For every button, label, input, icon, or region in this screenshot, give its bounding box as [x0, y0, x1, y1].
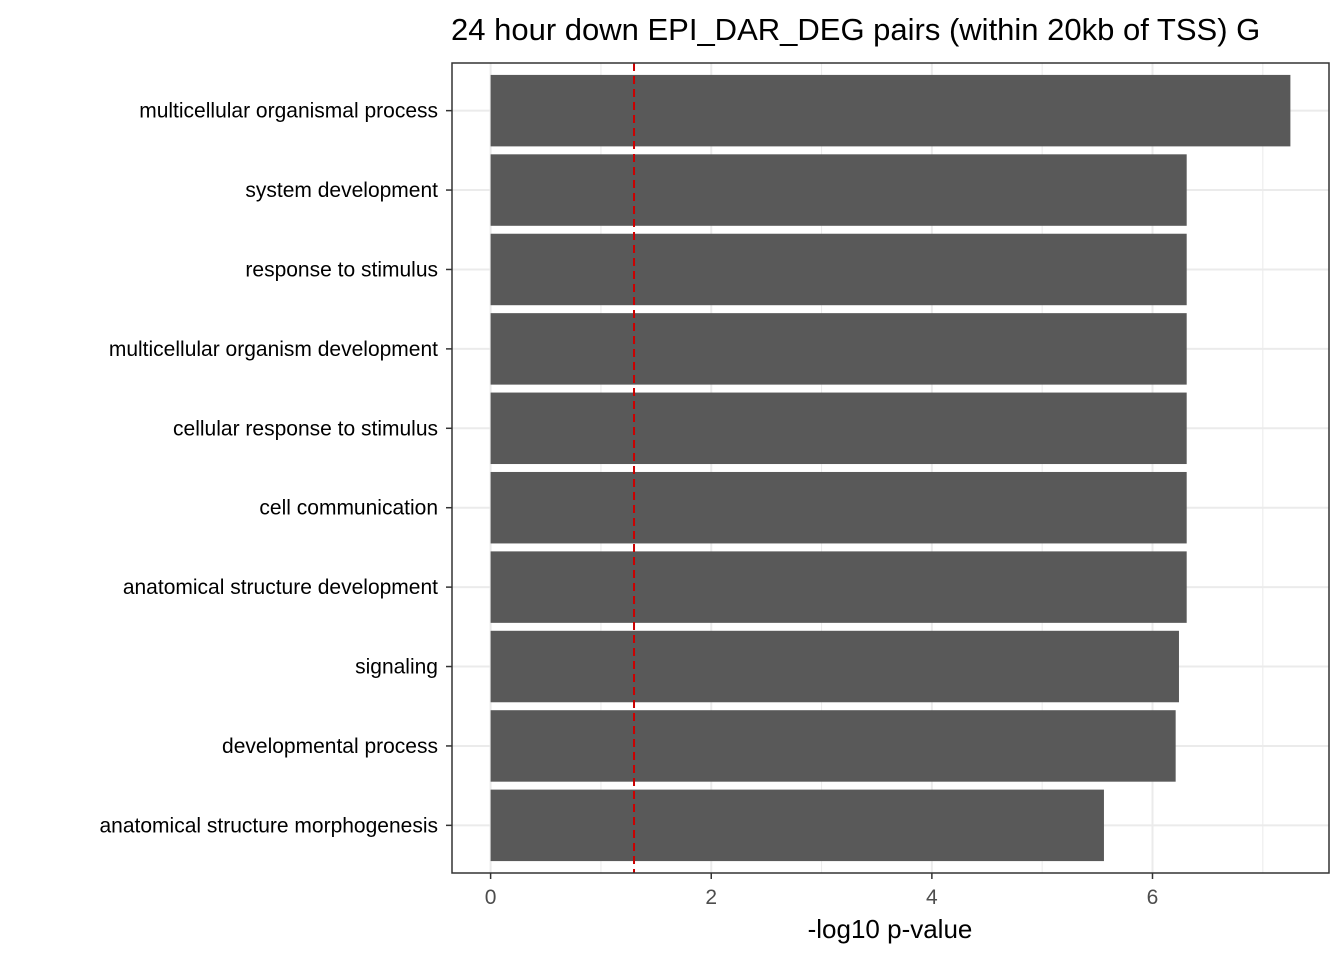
bar	[490, 551, 1187, 623]
x-tick-label: 6	[1147, 886, 1159, 909]
bar	[490, 471, 1187, 544]
y-tick-label: multicellular organismal process	[139, 100, 438, 123]
bar	[490, 789, 1104, 862]
bar	[490, 313, 1187, 385]
y-tick-label: signaling	[355, 656, 438, 679]
y-tick-label: anatomical structure morphogenesis	[99, 814, 438, 837]
y-tick-label: response to stimulus	[245, 258, 438, 281]
bar	[490, 630, 1179, 703]
y-tick-label: cellular response to stimulus	[173, 417, 438, 440]
bar	[490, 233, 1187, 306]
chart-title: 24 hour down EPI_DAR_DEG pairs (within 2…	[451, 12, 1260, 47]
x-axis-title: -log10 p-value	[808, 914, 973, 944]
x-tick-label: 2	[705, 886, 717, 909]
y-tick-label: developmental process	[222, 735, 438, 758]
x-tick-label: 0	[485, 886, 497, 909]
y-axis: multicellular organismal process system d…	[99, 100, 452, 837]
x-axis: 0 2 4 6	[485, 873, 1159, 909]
bar	[490, 392, 1187, 465]
bar	[490, 154, 1187, 226]
y-tick-label: multicellular organism development	[109, 338, 438, 361]
bars	[490, 74, 1291, 862]
bar	[490, 74, 1291, 147]
panel-border	[451, 62, 1330, 874]
bar	[490, 710, 1176, 782]
x-tick-label: 4	[926, 886, 938, 909]
y-tick-label: cell communication	[259, 497, 438, 520]
y-tick-label: anatomical structure development	[123, 576, 438, 599]
y-tick-label: system development	[245, 179, 438, 202]
